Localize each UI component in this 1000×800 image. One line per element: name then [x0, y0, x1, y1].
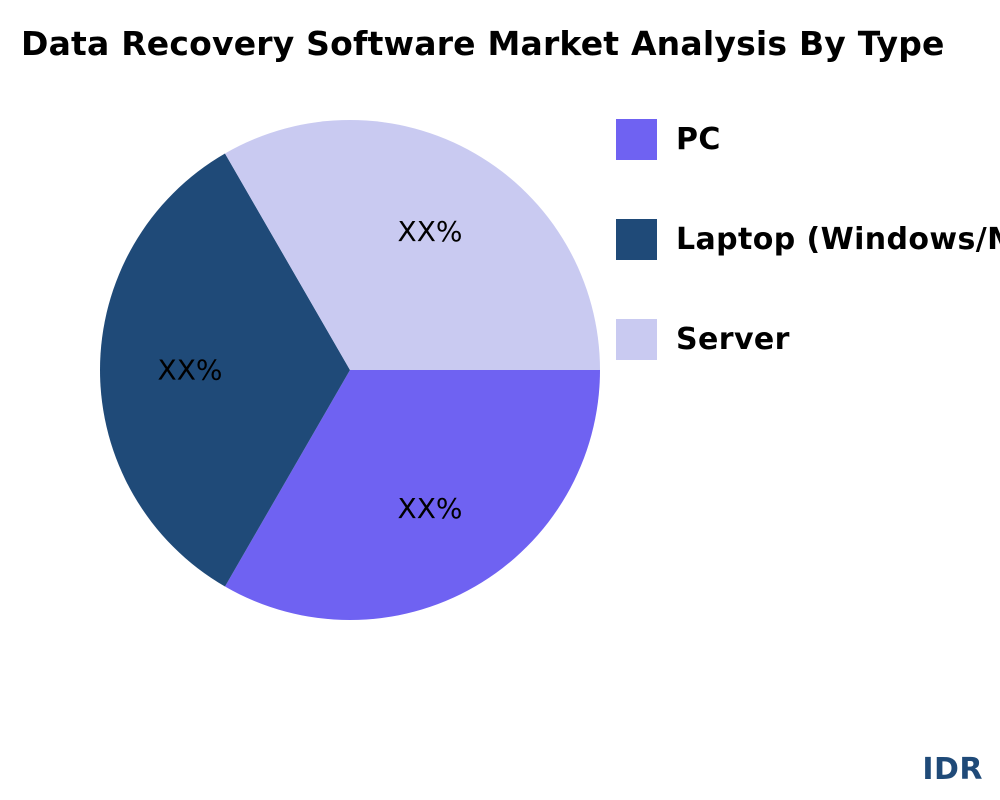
legend-label-pc: PC: [676, 122, 721, 157]
pie-slice-server: [225, 119, 600, 370]
legend-swatch-server: [616, 319, 657, 360]
slice-label-laptop: XX%: [158, 354, 223, 387]
legend-item-server: Server: [616, 319, 1000, 361]
brand-logo: IDR: [922, 752, 983, 787]
legend-item-laptop: Laptop (Windows/Mac): [616, 219, 1000, 261]
legend-label-laptop: Laptop (Windows/Mac): [676, 222, 1000, 257]
pie-slice-pc: [225, 370, 600, 620]
legend-swatch-laptop: [616, 219, 657, 260]
pie-chart: XX% XX% XX%: [100, 119, 600, 620]
slice-label-pc: XX%: [398, 492, 463, 525]
chart-legend: PC Laptop (Windows/Mac) Server: [616, 119, 1000, 419]
chart-title: Data Recovery Software Market Analysis B…: [21, 24, 945, 63]
legend-swatch-pc: [616, 119, 657, 160]
legend-label-server: Server: [676, 322, 790, 357]
slice-label-server: XX%: [398, 215, 463, 248]
legend-item-pc: PC: [616, 119, 1000, 161]
